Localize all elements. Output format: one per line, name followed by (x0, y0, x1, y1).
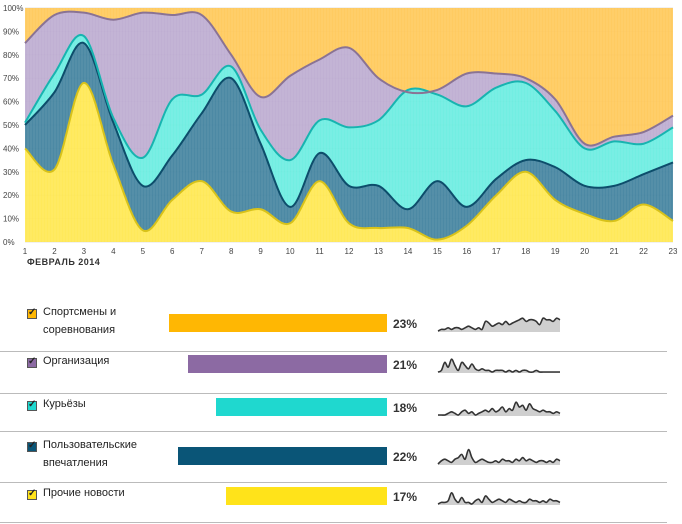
sparkline (437, 448, 561, 465)
share-percent: 23% (393, 317, 418, 331)
sparkline-line (438, 401, 561, 416)
series-line-3 (24, 33, 674, 162)
area-series-1 (25, 82, 673, 242)
x-tick-label: 13 (374, 247, 383, 256)
x-tick-label: 10 (286, 247, 295, 256)
x-tick-label: 20 (580, 247, 589, 256)
x-tick-label: 23 (669, 247, 678, 256)
y-tick-label: 0% (3, 238, 15, 247)
share-bar (187, 355, 387, 373)
row-divider (0, 522, 667, 523)
sparkline (437, 358, 560, 373)
share-bar (225, 487, 387, 505)
sparkline-line (437, 448, 561, 465)
row-divider (0, 351, 667, 352)
row-divider (0, 482, 667, 483)
y-tick-label: 40% (3, 144, 19, 153)
x-tick-label: 22 (639, 247, 648, 256)
x-tick-label: 18 (521, 247, 530, 256)
series-line-1 (24, 81, 674, 241)
y-tick-label: 60% (3, 98, 19, 107)
area-series-5 (25, 8, 673, 146)
y-tick-label: 30% (3, 168, 19, 177)
y-tick-label: 100% (3, 4, 23, 13)
x-tick-label: 16 (462, 247, 471, 256)
sparkline-fill (438, 402, 560, 416)
legend-label: Спортсмены и (43, 306, 117, 318)
x-tick-label: 2 (52, 247, 57, 256)
series-line-2 (24, 42, 674, 211)
sparkline (437, 492, 561, 505)
check-icon: ✓ (28, 307, 37, 318)
sparkline (437, 317, 561, 332)
area-series-4 (25, 11, 673, 161)
legend-label: Организация (43, 355, 110, 367)
x-tick-label: 8 (229, 247, 234, 256)
x-tick-label: 3 (82, 247, 87, 256)
legend-label: впечатления (43, 457, 108, 469)
y-tick-label: 10% (3, 215, 19, 224)
x-tick-label: 6 (170, 247, 175, 256)
check-icon: ✓ (28, 399, 37, 410)
y-tick-label: 50% (3, 121, 19, 130)
legend-label: Прочие новости (43, 487, 125, 499)
row-divider (0, 431, 667, 432)
sparkline-fill (438, 492, 560, 505)
x-tick-label: 11 (315, 247, 324, 256)
check-icon: ✓ (28, 440, 37, 451)
x-tick-label: 21 (610, 247, 619, 256)
x-tick-label: 7 (200, 247, 205, 256)
sparkline-line (437, 492, 561, 505)
x-tick-label: 17 (492, 247, 501, 256)
series-checkbox[interactable]: ✓ (27, 488, 37, 500)
x-tick-label: 5 (141, 247, 146, 256)
check-icon: ✓ (28, 488, 37, 499)
share-bar (216, 398, 387, 416)
legend-label: Пользовательские (43, 439, 137, 451)
x-tick-label: 4 (111, 247, 116, 256)
x-tick-label: 12 (345, 247, 354, 256)
x-tick-label: 14 (403, 247, 412, 256)
share-percent: 21% (393, 358, 418, 372)
row-divider (0, 393, 667, 394)
share-bar (178, 447, 387, 465)
sparkline-fill (438, 449, 560, 465)
sparkline (438, 401, 561, 416)
area-series-3 (25, 34, 673, 210)
sparkline-line (437, 358, 560, 373)
x-tick-label: 15 (433, 247, 442, 256)
share-percent: 18% (393, 401, 418, 415)
x-tick-label: 9 (258, 247, 263, 256)
x-tick-label: 19 (551, 247, 560, 256)
series-line-4 (24, 10, 674, 147)
y-tick-label: 70% (3, 74, 19, 83)
y-tick-label: 80% (3, 51, 19, 60)
series-checkbox[interactable]: ✓ (27, 307, 37, 319)
area-series-2 (25, 42, 673, 240)
sparkline-fill (438, 318, 560, 332)
chart-series-lines (24, 10, 674, 241)
series-checkbox[interactable]: ✓ (27, 399, 37, 411)
y-tick-label: 90% (3, 27, 19, 36)
y-axis-ticks: 0% 10% 20% 30% 40% 50% 60% 70% 80% 90% 100% (3, 4, 23, 247)
check-icon: ✓ (28, 356, 37, 367)
x-tick-label: 1 (23, 247, 28, 256)
sparkline-line (437, 317, 561, 332)
x-axis-ticks: 1 2 3 4 5 6 7 8 9 10 11 12 13 14 15 16 17 18 19 20 21 22 23 (23, 247, 678, 256)
share-percent: 22% (393, 450, 418, 464)
series-checkbox[interactable]: ✓ (27, 440, 37, 452)
legend-label: Курьёзы (43, 398, 86, 410)
legend-label: соревнования (43, 324, 116, 336)
series-checkbox[interactable]: ✓ (27, 356, 37, 368)
share-bar (169, 314, 387, 332)
y-tick-label: 20% (3, 191, 19, 200)
x-axis-caption: ФЕВРАЛЬ 2014 (27, 257, 101, 267)
chart-areas (24, 8, 674, 242)
share-percent: 17% (393, 490, 418, 504)
